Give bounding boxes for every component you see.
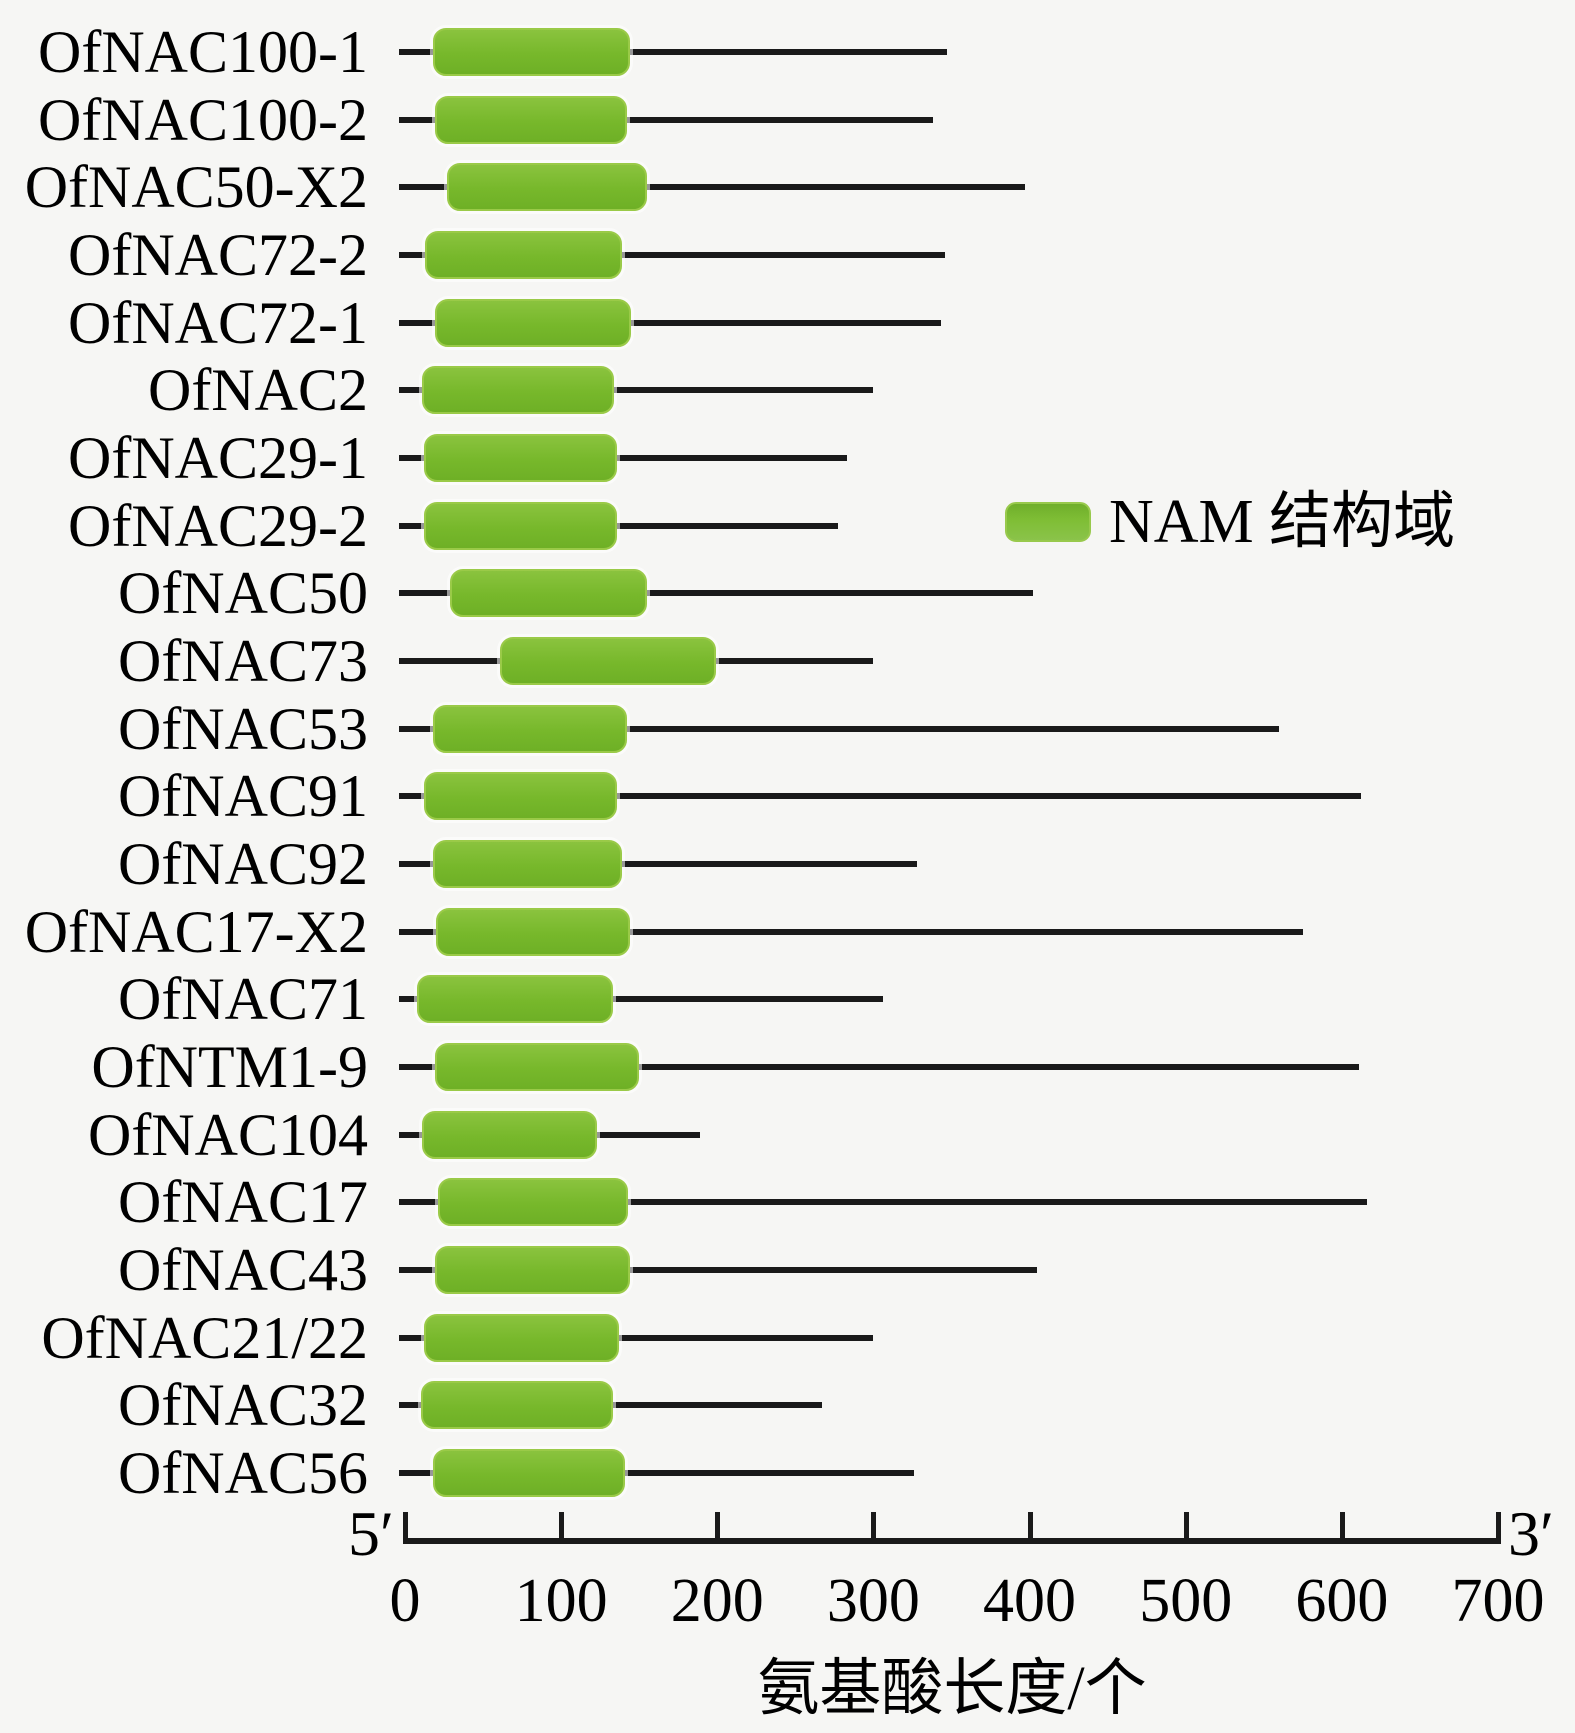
x-axis-tick-label: 100	[514, 1567, 608, 1635]
protein-line	[399, 861, 918, 867]
legend: NAM 结构域	[1005, 490, 1455, 554]
protein-line	[399, 455, 847, 461]
protein-line	[399, 996, 883, 1003]
x-axis-tick	[403, 1512, 408, 1538]
gene-label: OfNAC72-2	[68, 222, 368, 288]
protein-line	[399, 319, 941, 326]
five-prime-label: 5′	[348, 1498, 394, 1569]
protein-line	[399, 725, 1280, 732]
protein-line	[399, 49, 947, 55]
protein-line	[399, 116, 933, 123]
nam-domain-box	[423, 1313, 619, 1362]
gene-label: OfNAC21/22	[41, 1304, 368, 1371]
x-axis-tick-label: 500	[1139, 1567, 1233, 1635]
gene-label: OfNAC92	[118, 831, 368, 897]
nam-domain-box	[437, 1178, 629, 1227]
nam-domain-box	[422, 1110, 598, 1159]
x-axis-tick	[871, 1512, 877, 1538]
x-axis-tick	[1027, 1512, 1033, 1538]
x-axis-tick	[1495, 1512, 1501, 1538]
gene-label: OfNAC29-2	[68, 492, 368, 559]
x-axis-tick-label: 400	[983, 1567, 1077, 1635]
nam-domain-legend-swatch	[1005, 502, 1091, 542]
protein-line	[399, 1064, 1359, 1070]
nam-domain-box	[434, 298, 632, 347]
nam-domain-box	[433, 704, 627, 753]
gene-label: OfNAC17	[118, 1169, 368, 1236]
protein-line	[399, 1334, 874, 1341]
x-axis-tick-label: 700	[1451, 1567, 1545, 1635]
nam-domain-box	[434, 1246, 630, 1294]
x-axis-tick-label: 200	[670, 1567, 764, 1635]
x-axis-tick-label: 0	[389, 1567, 421, 1635]
gene-label: OfNAC71	[118, 966, 368, 1033]
three-prime-label: 3′	[1508, 1498, 1554, 1569]
gene-label: OfNAC100-2	[38, 86, 368, 153]
nam-domain-box	[436, 907, 630, 956]
nam-domain-box	[433, 28, 630, 76]
gene-label: OfNAC100-1	[38, 19, 368, 85]
gene-label: OfNAC17-X2	[24, 898, 368, 965]
gene-label: OfNAC50-X2	[24, 154, 368, 221]
nam-domain-box	[500, 637, 716, 685]
x-axis-line	[403, 1538, 1501, 1544]
gene-label: OfNAC104	[88, 1101, 368, 1168]
nam-domain-box	[422, 366, 615, 415]
nam-domain-box	[425, 231, 623, 279]
gene-label: OfNAC72-1	[68, 289, 368, 356]
x-axis-tick	[1183, 1512, 1189, 1538]
nam-domain-box	[434, 95, 627, 144]
protein-line	[399, 1199, 1367, 1206]
nam-domain-box	[450, 569, 647, 618]
nam-domain-box	[433, 1449, 626, 1497]
protein-line	[399, 1267, 1038, 1273]
x-axis-tick-label: 600	[1295, 1567, 1389, 1635]
protein-line	[399, 928, 1303, 935]
protein-line	[399, 522, 838, 529]
nam-domain-box	[447, 163, 647, 212]
protein-line	[399, 1470, 915, 1476]
protein-line	[399, 184, 1025, 191]
gene-label: OfNAC91	[118, 763, 368, 830]
gene-label: OfNAC2	[148, 357, 368, 424]
x-axis-title: 氨基酸长度/个	[757, 1655, 1147, 1723]
nam-domain-box	[433, 840, 623, 888]
protein-line	[399, 590, 1033, 597]
nam-domain-box	[420, 1381, 613, 1430]
gene-label: OfNTM1-9	[91, 1034, 368, 1100]
gene-label: OfNAC50	[118, 560, 368, 627]
gene-label: OfNAC73	[118, 628, 368, 694]
nam-domain-box	[434, 1043, 640, 1091]
x-axis-tick	[559, 1512, 565, 1538]
gene-label: OfNAC32	[118, 1372, 368, 1439]
x-axis-tick	[1339, 1512, 1345, 1538]
protein-line	[399, 793, 1361, 800]
nam-domain-box	[417, 975, 613, 1024]
gene-label: OfNAC53	[118, 695, 368, 762]
nam-domain-box	[423, 434, 618, 482]
x-axis-tick	[715, 1512, 721, 1538]
gene-label: OfNAC56	[118, 1440, 368, 1506]
gene-label: OfNAC29-1	[68, 425, 368, 491]
protein-line	[399, 387, 874, 394]
nam-domain-legend-label: NAM 结构域	[1109, 488, 1456, 556]
nam-domain-box	[423, 772, 618, 821]
x-axis-tick-label: 300	[826, 1567, 920, 1635]
gene-label: OfNAC43	[118, 1237, 368, 1303]
protein-line	[399, 252, 946, 258]
nam-domain-box	[423, 501, 618, 550]
